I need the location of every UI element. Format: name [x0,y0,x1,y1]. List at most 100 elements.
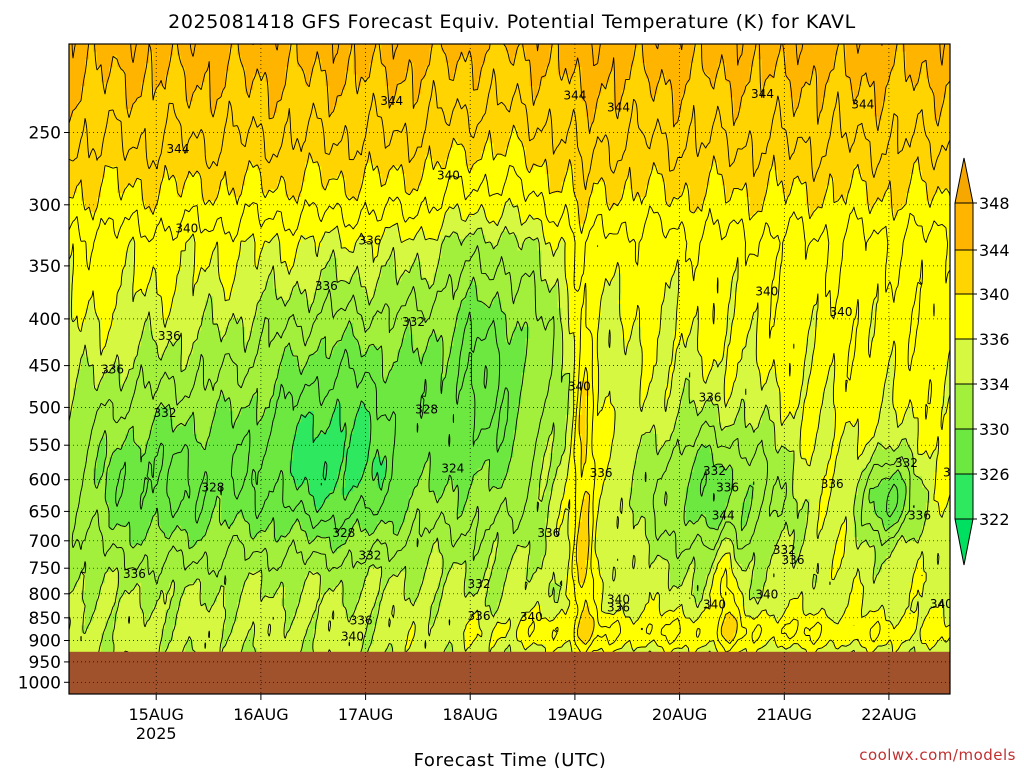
x-axis: 15AUG 16AUG 17AUG 18AUG 19AUG 20AUG 21AUG 22AUG… [128,694,917,743]
y-tick-label: 700 [29,532,61,552]
x-subtick-label: 2025 [136,724,177,743]
y-tick-label: 350 [29,257,61,277]
contour-label: 332 [895,456,918,470]
contour-label: 344 [607,101,630,115]
y-tick-label: 450 [29,357,61,377]
contour-label: 336 [908,509,931,523]
colorbar: 348 344 340 336 334 330 326 322 [954,157,1010,566]
x-tick-label: 16AUG [233,705,288,724]
contour-label: 340 [175,221,198,235]
contour-label: 324 [441,461,464,475]
colorbar-segment [954,338,974,385]
contour-label: 344 [167,142,190,156]
colorbar-bottom-triangle [954,518,974,566]
contour-label: 336 [821,477,844,491]
x-axis-label: Forecast Time (UTC) [414,750,607,768]
y-tick-label: 800 [29,585,61,605]
colorbar-label: 344 [979,241,1010,260]
contour-label: 332 [773,543,796,557]
contour-label: 336 [468,609,491,623]
x-tick-label: 17AUG [338,705,393,724]
contour-label: 340 [755,284,778,298]
contour-label: 336 [590,466,613,480]
contour-label: 332 [358,549,381,563]
y-tick-label: 1000 [18,673,61,693]
y-tick-label: 400 [29,310,61,330]
contour-label: 336 [158,329,181,343]
contour-label: 332 [402,315,425,329]
y-tick-label: 250 [29,124,61,144]
x-tick-label: 22AUG [861,705,916,724]
contour-label: 344 [751,87,774,101]
x-tick-label: 18AUG [442,705,497,724]
contour-label: 340 [520,610,543,624]
chart-title: 2025081418 GFS Forecast Equiv. Potential… [168,11,856,33]
contour-label: 336 [782,553,805,567]
colorbar-label: 330 [979,420,1010,439]
contour-label: 340 [943,465,966,479]
x-tick-label: 20AUG [652,705,707,724]
contour-label: 340 [437,168,460,182]
y-tick-label: 750 [29,559,61,579]
contour-label: 328 [332,526,355,540]
y-tick-label: 850 [29,609,61,629]
contour-label: 340 [607,593,630,607]
ground-fill [69,651,950,694]
colorbar-label: 322 [979,510,1010,529]
contour-label: 332 [703,464,726,478]
contour-label: 336 [716,481,739,495]
y-tick-label: 300 [29,196,61,216]
contour-label: 344 [563,89,586,103]
contour-label: 336 [123,567,146,581]
y-tick-label: 950 [29,653,61,673]
contour-label: 340 [341,629,364,643]
contour-label: 328 [415,402,438,416]
contour-label: 336 [537,526,560,540]
colorbar-segment [954,428,974,475]
y-tick-label: 550 [29,436,61,456]
y-tick-label: 600 [29,471,61,491]
contour-label: 336 [315,279,338,293]
x-tick-label: 15AUG [128,705,183,724]
y-tick-label: 500 [29,398,61,418]
y-tick-label: 900 [29,632,61,652]
colorbar-label: 334 [979,375,1010,394]
colorbar-segment [954,383,974,430]
y-axis: 250 300 350 400 450 500 550 600 650 700 750 800 850 9… [18,124,69,693]
colorbar-top-triangle [954,157,974,204]
contour-label: 344 [712,509,735,523]
theta-e-field [69,44,950,694]
contour-label: 336 [358,234,381,248]
contour-label: 336 [607,600,630,614]
contour-label: 344 [851,97,874,111]
y-tick-label: 650 [29,502,61,522]
colorbar-segment [954,293,974,340]
contour-label: 340 [703,598,726,612]
ground-mask [69,651,950,694]
colorbar-segment [954,473,974,520]
colorbar-segment [954,202,974,251]
contour-label: 336 [350,614,373,628]
contour-label: 336 [101,363,124,377]
x-tick-label: 19AUG [547,705,602,724]
colorbar-label: 336 [979,330,1010,349]
plot-frame [68,43,951,695]
contour-label: 340 [568,380,591,394]
contour-label: 340 [755,587,778,601]
contour-label: 340 [930,597,953,611]
contour-label: 328 [201,481,224,495]
contour-label: 332 [154,406,177,420]
grid [69,44,950,694]
colorbar-label: 326 [979,465,1010,484]
contour-label: 344 [380,94,403,108]
colorbar-label: 340 [979,285,1010,304]
contour-label: 332 [468,577,491,591]
site-credit[interactable]: coolwx.com/models [859,746,1016,764]
contour-label: 336 [699,390,722,404]
x-tick-label: 21AUG [757,705,812,724]
colorbar-label: 348 [979,194,1010,213]
contour-label: 340 [830,305,853,319]
colorbar-segment [954,249,974,295]
